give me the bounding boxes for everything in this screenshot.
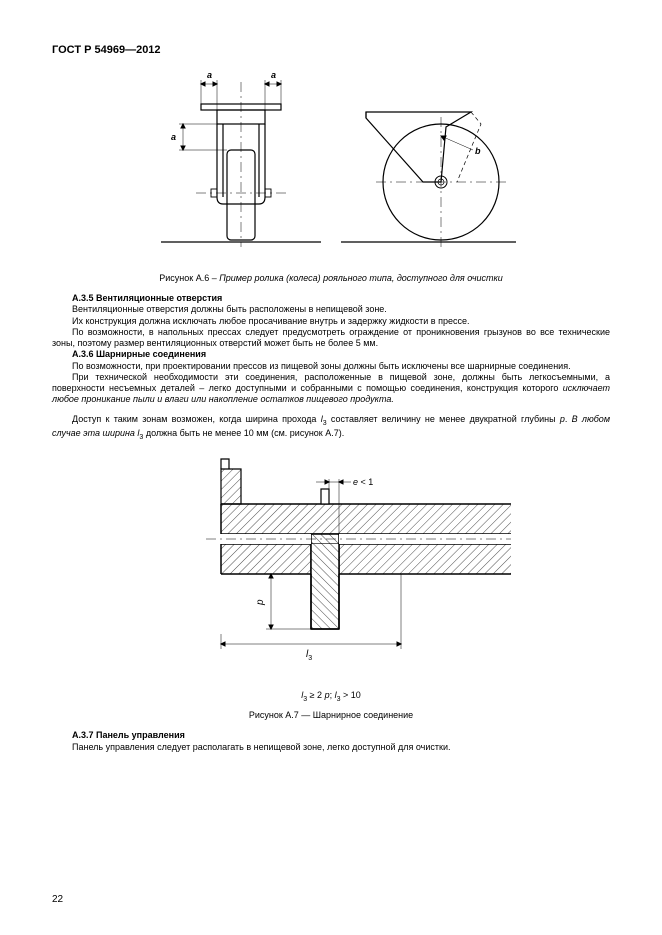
dim-a-top-right: a bbox=[271, 70, 276, 80]
heading-a35: А.3.5 Вентиляционные отверстия bbox=[52, 293, 610, 304]
a35-p2: Их конструкция должна исключать любое пр… bbox=[52, 316, 610, 327]
dim-a-left: a bbox=[171, 132, 176, 142]
figure-a7-formula: l3 ≥ 2 p; l3 > 10 bbox=[52, 690, 610, 703]
figure-a7: e < 1 p l3 l3 ≥ 2 p; l3 > 10 Рисунок А.7… bbox=[52, 449, 610, 721]
dim-b: b bbox=[475, 146, 481, 156]
figure-a6-caption: Рисунок А.6 – Пример ролика (колеса) роя… bbox=[52, 273, 610, 283]
figure-a6-caption-text: Пример ролика (колеса) рояльного типа, д… bbox=[219, 273, 503, 283]
a35-p1: Вентиляционные отверстия должны быть рас… bbox=[52, 304, 610, 315]
a37-p1: Панель управления следует располагать в … bbox=[52, 742, 610, 753]
dim-l3: l3 bbox=[306, 649, 312, 662]
figure-a7-caption: Рисунок А.7 — Шарнирное соединение bbox=[52, 710, 610, 720]
dim-p: p bbox=[255, 599, 266, 606]
a35-p3: По возможности, в напольных прессах след… bbox=[52, 327, 610, 350]
doc-id: ГОСТ Р 54969—2012 bbox=[52, 44, 610, 56]
page: ГОСТ Р 54969—2012 bbox=[0, 0, 662, 935]
figure-a7-svg: e < 1 p l3 bbox=[151, 449, 511, 679]
figure-a6-caption-prefix: Рисунок А.6 – bbox=[159, 273, 219, 283]
dim-a-top-left: a bbox=[207, 70, 212, 80]
figure-a6-svg: a a a b bbox=[141, 62, 521, 262]
a36-p3: Доступ к таким зонам возможен, когда шир… bbox=[52, 414, 610, 443]
heading-a36: А.3.6 Шарнирные соединения bbox=[52, 349, 610, 360]
a36-p1: По возможности, при проектировании пресс… bbox=[52, 361, 610, 372]
heading-a37: А.3.7 Панель управления bbox=[52, 730, 610, 741]
page-number: 22 bbox=[52, 894, 63, 905]
sec-a37: А.3.7 Панель управления Панель управлени… bbox=[52, 730, 610, 753]
figure-a6: a a a b bbox=[52, 62, 610, 283]
body-text: А.3.5 Вентиляционные отверстия Вентиляци… bbox=[52, 293, 610, 443]
dim-e: e < 1 bbox=[353, 477, 373, 487]
a36-p2: При технической необходимости эти соедин… bbox=[52, 372, 610, 406]
